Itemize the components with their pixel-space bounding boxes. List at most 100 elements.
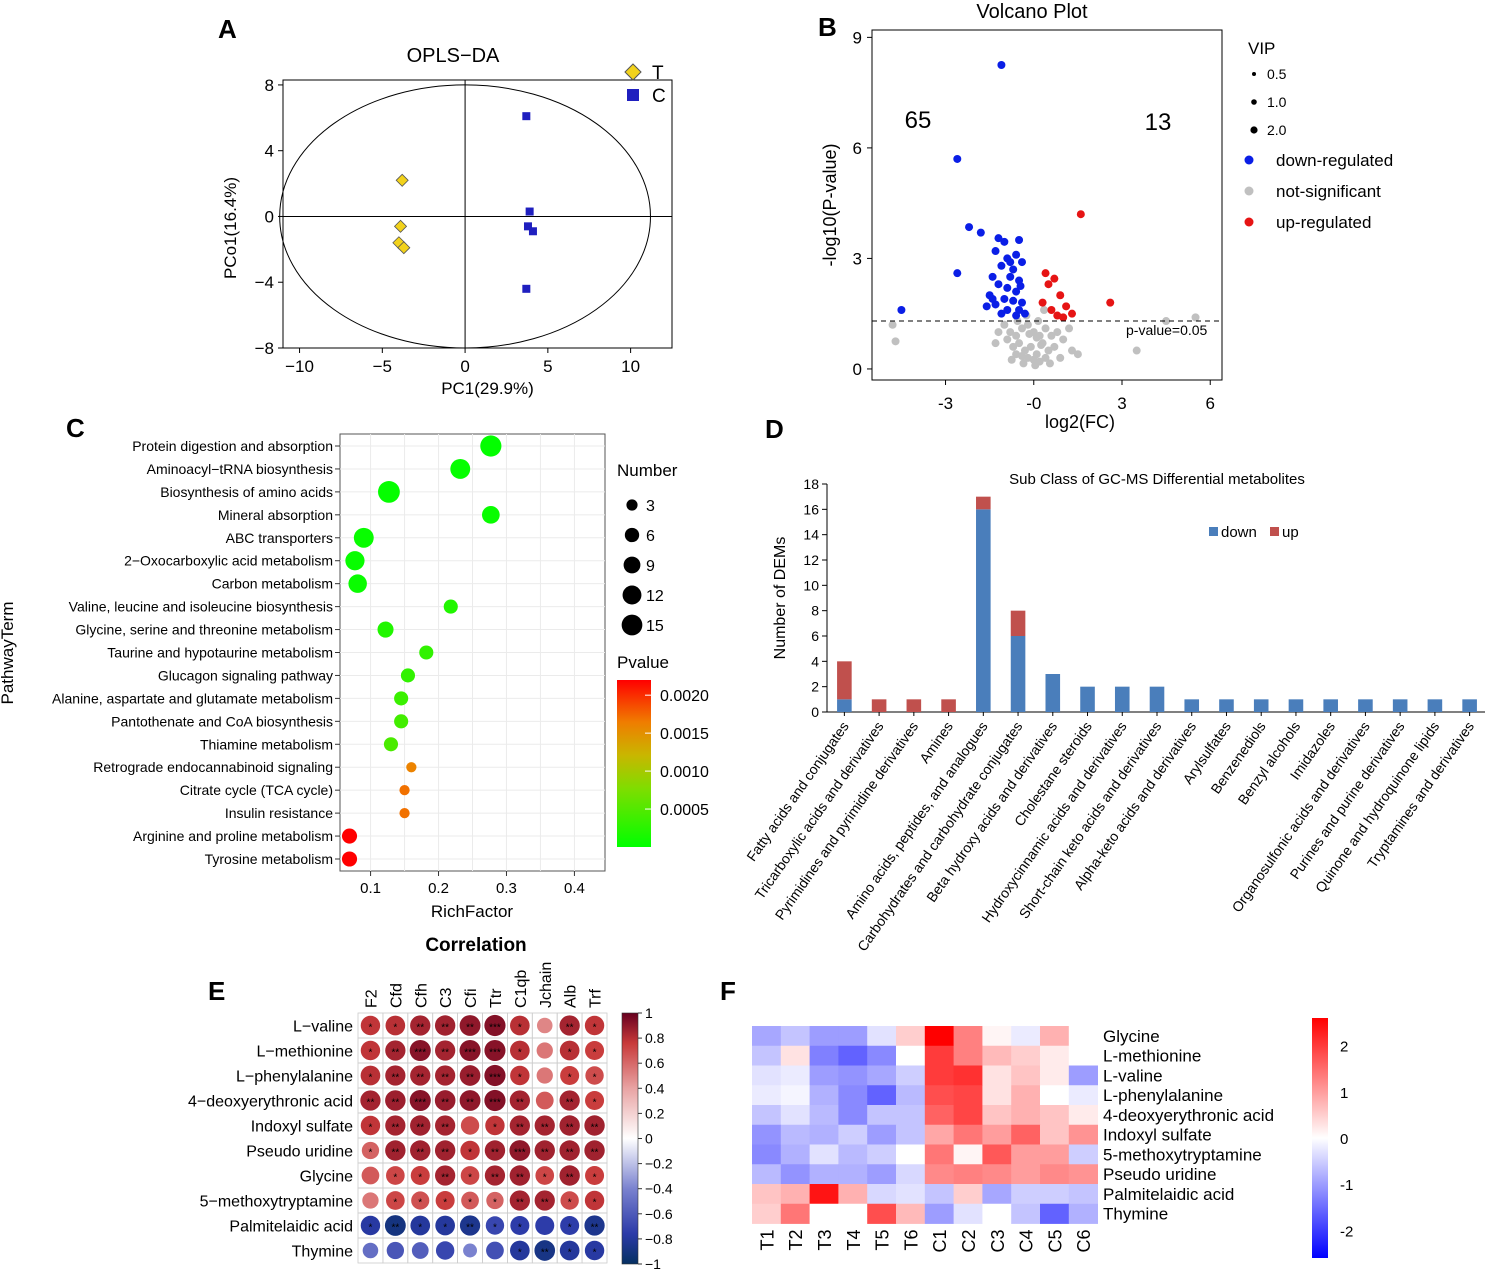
significance-stars: **	[441, 1073, 449, 1084]
legend-label: C	[652, 86, 666, 107]
correlation-circle	[459, 1090, 481, 1111]
pathway-label: Retrograde endocannabinoid signaling	[93, 759, 333, 775]
heatmap-cell	[982, 1065, 1012, 1086]
row-label: L−phenylalanine	[236, 1069, 353, 1086]
panel-label-a: A	[218, 14, 237, 44]
correlation-circle	[486, 1191, 504, 1210]
correlation-circle	[484, 1064, 506, 1087]
significance-stars: **	[367, 1098, 375, 1109]
correlation-circle	[485, 1216, 505, 1235]
up-regulated-point	[1041, 269, 1050, 278]
down-regulated-point	[991, 247, 1000, 256]
correlation-circle	[560, 1065, 580, 1086]
size-legend-label: 6	[646, 528, 655, 545]
pathway-bubble	[400, 668, 416, 683]
heatmap-cell	[1011, 1144, 1041, 1165]
colorbar-tick-label: −0.8	[645, 1231, 673, 1247]
correlation-circle	[360, 1115, 381, 1136]
correlation-circle	[584, 1215, 605, 1236]
bar-down	[1392, 699, 1408, 712]
significance-stars: **	[416, 1023, 424, 1034]
heatmap-cell	[780, 1105, 810, 1126]
colorbar-tick-label: 0	[1340, 1131, 1348, 1148]
not-significant-point	[1026, 342, 1035, 351]
significance-stars: *	[518, 1223, 522, 1234]
pathway-label: Biosynthesis of amino acids	[160, 484, 333, 500]
up-regulated-point	[1047, 306, 1056, 314]
bar-down	[1080, 686, 1095, 712]
down-regulated-point	[988, 294, 997, 303]
heatmap-cell	[982, 1085, 1012, 1106]
not-significant-point	[1191, 313, 1200, 322]
row-label: 4-deoxyerythronic acid	[1103, 1106, 1274, 1125]
volcano-panel: Volcano Plot -3 -0 3 6 0 3 6 9 log2(FC) -log10(P-v…	[820, 1, 1393, 432]
column-label: Cfh	[413, 983, 430, 1008]
correlation-circle	[435, 1165, 456, 1186]
y-axis-label: PCo1(16.4%)	[221, 177, 240, 279]
significance-stars: *	[568, 1198, 572, 1209]
correlation-circle	[411, 1191, 430, 1210]
heatmap-cell	[896, 1045, 926, 1066]
heatmap-cell	[809, 1184, 839, 1205]
significance-stars: *	[593, 1248, 597, 1259]
y-tick-label: 2	[811, 679, 819, 695]
down-regulated-point	[965, 223, 974, 232]
significance-stars: **	[591, 1223, 599, 1234]
heatmap-cell	[867, 1045, 897, 1066]
colorbar-tick-label: −0.6	[645, 1206, 673, 1222]
x-tick-label: −10	[285, 357, 314, 376]
significance-stars: **	[441, 1123, 449, 1134]
pathway-bubble	[383, 737, 399, 752]
significance-stars: **	[466, 1023, 474, 1034]
up-regulated-point	[1059, 313, 1068, 322]
correlation-circle	[509, 1190, 530, 1211]
correlation-circle	[484, 1140, 506, 1161]
bar-down	[1323, 699, 1338, 712]
heatmap-cell	[1068, 1065, 1098, 1086]
data-point-t	[397, 241, 411, 255]
significance-stars: *	[418, 1173, 422, 1184]
significance-stars: **	[466, 1223, 474, 1234]
heatmap-cell	[1040, 1085, 1070, 1106]
correlation-circle	[410, 1065, 431, 1086]
heatmap-cell	[924, 1164, 954, 1185]
significance-stars: **	[416, 1073, 424, 1084]
heatmap-cell	[838, 1203, 868, 1224]
not-significant-point	[994, 328, 1003, 337]
size-legend-marker	[622, 585, 642, 605]
significance-stars: **	[466, 1098, 474, 1109]
column-label: C6	[1074, 1230, 1094, 1253]
significance-stars: **	[441, 1173, 449, 1184]
pathway-label: Mineral absorption	[218, 507, 333, 523]
correlation-circle	[484, 1165, 506, 1186]
bar-down	[1462, 699, 1477, 712]
significance-stars: ***	[464, 1048, 476, 1059]
data-point-c	[522, 284, 531, 293]
heatmap-cell	[1068, 1124, 1098, 1145]
colorbar-tick-label: 0.0010	[660, 764, 709, 781]
size-legend-title: Number	[617, 461, 678, 480]
legend-label: up-regulated	[1276, 213, 1371, 232]
correlation-circle	[584, 1115, 605, 1136]
heatmap-cell	[1011, 1045, 1041, 1066]
pathway-bubble-panel: Protein digestion and absorption Aminoacy…	[0, 433, 709, 921]
correlation-circle	[509, 1115, 530, 1136]
legend-marker	[1244, 217, 1254, 227]
heatmap-cell	[780, 1184, 810, 1205]
bar-down	[1427, 699, 1443, 712]
x-tick-label: 3	[1117, 394, 1126, 413]
significance-stars: *	[568, 1048, 572, 1059]
y-tick-label: −8	[255, 339, 274, 358]
significance-stars: **	[491, 1173, 499, 1184]
legend-label: not-significant	[1276, 182, 1381, 201]
significance-stars: *	[493, 1198, 497, 1209]
heatmap-cell	[982, 1144, 1012, 1165]
correlation-circle	[362, 1242, 379, 1259]
correlation-circle	[585, 1040, 605, 1061]
correlation-circle	[435, 1040, 456, 1061]
correlation-circle	[384, 1215, 406, 1236]
heatmap-cell	[924, 1144, 954, 1165]
panel-label-d: D	[765, 414, 784, 444]
significance-stars: **	[441, 1148, 449, 1159]
heatmap-cell	[1040, 1065, 1070, 1086]
